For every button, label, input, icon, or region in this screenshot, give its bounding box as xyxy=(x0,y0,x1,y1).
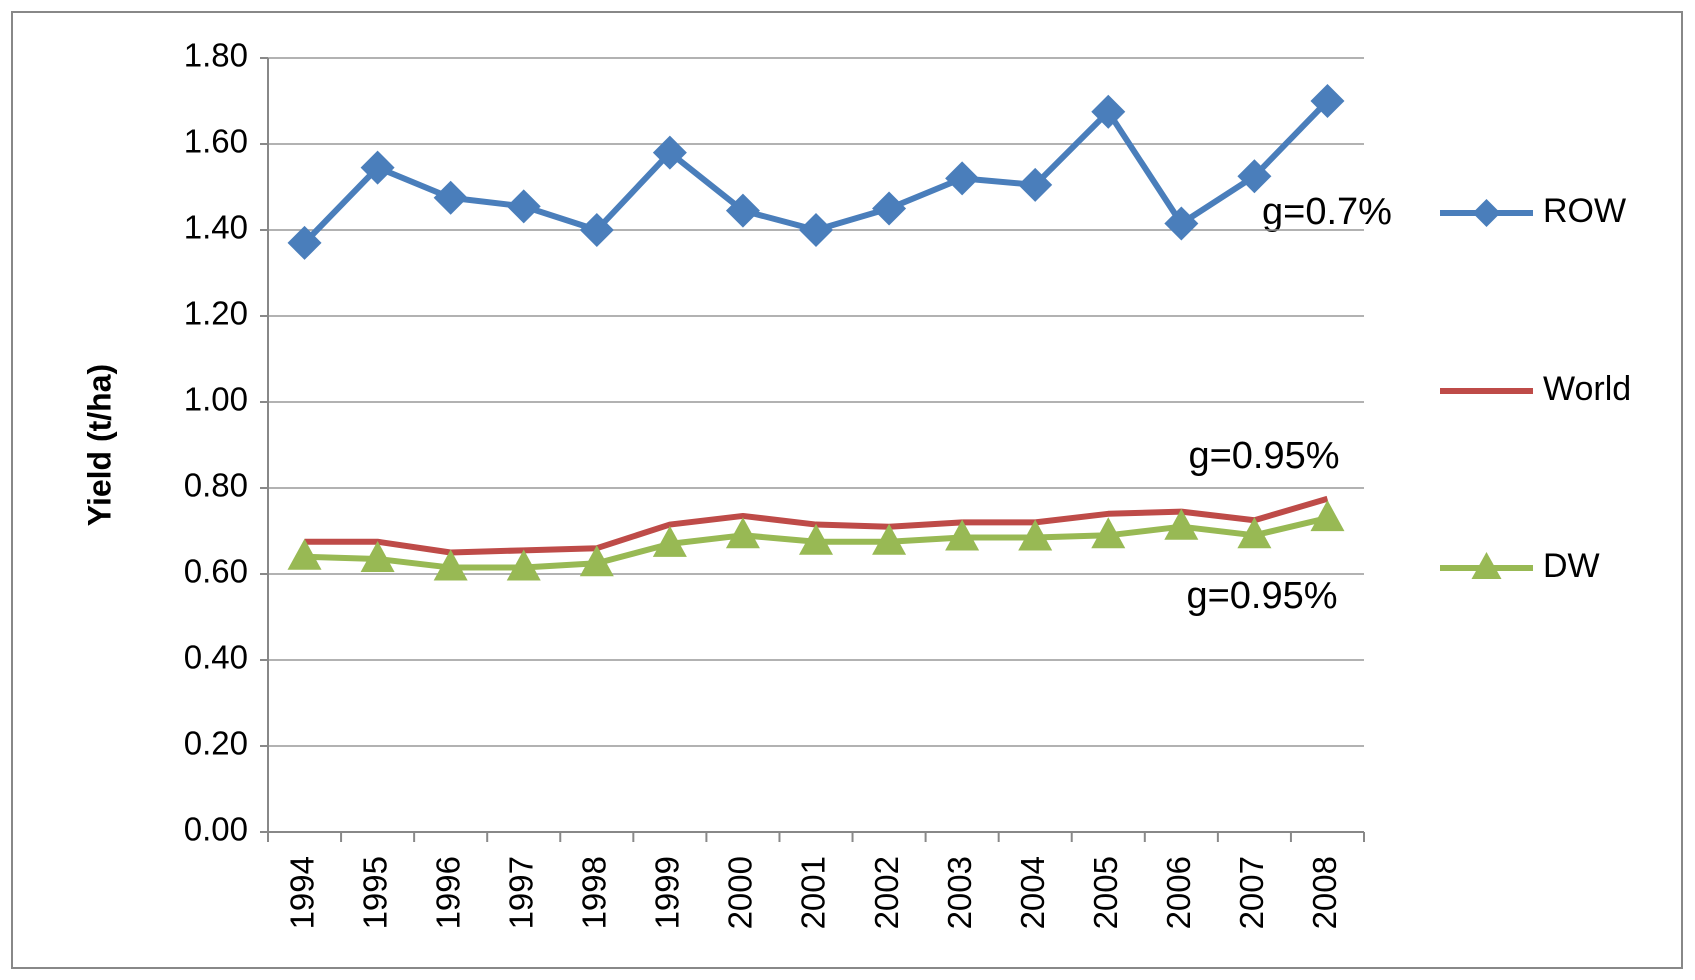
data-point xyxy=(1018,167,1053,202)
data-point xyxy=(945,519,980,551)
y-tick-label: 0.60 xyxy=(184,553,248,590)
data-point xyxy=(433,180,468,215)
x-tick-label: 1998 xyxy=(576,856,613,929)
y-axis-title: Yield (t/ha) xyxy=(81,364,117,526)
data-point xyxy=(1237,159,1272,194)
y-tick-label: 1.80 xyxy=(184,37,248,74)
x-tick-label: 1994 xyxy=(283,856,320,929)
data-point xyxy=(360,540,395,572)
data-point xyxy=(725,193,760,228)
y-tick-label: 0.40 xyxy=(184,639,248,676)
x-tick-label: 1995 xyxy=(356,856,393,929)
data-point xyxy=(799,213,833,247)
x-tick-label: 2004 xyxy=(1014,856,1051,929)
data-point xyxy=(433,549,468,581)
x-tick-label: 2000 xyxy=(722,856,759,929)
annotation: g=0.95% xyxy=(1188,435,1339,477)
data-point xyxy=(287,225,322,260)
y-tick-label: 1.40 xyxy=(184,209,248,246)
data-point xyxy=(1310,84,1345,118)
data-point xyxy=(579,213,614,247)
data-point xyxy=(506,549,541,581)
annotation: g=0.95% xyxy=(1186,575,1337,617)
y-tick-label: 1.60 xyxy=(184,123,248,160)
legend-marker xyxy=(1472,199,1501,227)
data-point xyxy=(945,161,980,196)
data-point xyxy=(1164,508,1199,540)
x-tick-label: 2001 xyxy=(795,856,832,929)
data-point xyxy=(1091,94,1126,129)
x-tick-label: 2005 xyxy=(1087,856,1124,929)
x-tick-label: 2006 xyxy=(1160,856,1197,929)
data-point xyxy=(1164,206,1199,241)
data-point xyxy=(1237,517,1272,549)
data-point xyxy=(652,135,687,170)
data-point xyxy=(360,150,395,185)
y-tick-label: 0.80 xyxy=(184,467,248,504)
x-tick-label: 2008 xyxy=(1306,856,1343,929)
data-point xyxy=(1310,500,1345,532)
legend-label: DW xyxy=(1543,547,1600,585)
data-point xyxy=(652,525,687,557)
legend-label: ROW xyxy=(1543,192,1626,230)
y-tick-label: 1.00 xyxy=(184,381,248,418)
x-tick-label: 2002 xyxy=(868,856,905,929)
data-point xyxy=(799,523,833,555)
data-point xyxy=(287,538,322,570)
data-point xyxy=(725,517,760,549)
legend-label: World xyxy=(1543,370,1631,408)
y-tick-label: 1.20 xyxy=(184,295,248,332)
x-tick-label: 2007 xyxy=(1233,856,1270,929)
annotation: g=0.7% xyxy=(1262,191,1392,233)
data-point xyxy=(1091,517,1126,549)
data-point xyxy=(579,545,614,577)
x-tick-label: 1996 xyxy=(429,856,466,929)
x-tick-label: 1999 xyxy=(649,856,686,929)
chart-frame xyxy=(11,11,1683,969)
x-tick-label: 1997 xyxy=(502,856,539,929)
data-point xyxy=(872,191,907,226)
data-point xyxy=(506,189,541,224)
legend-marker xyxy=(1471,552,1502,579)
x-tick-label: 2003 xyxy=(941,856,978,929)
data-point xyxy=(872,523,907,555)
y-tick-label: 0.00 xyxy=(184,811,248,848)
y-tick-label: 0.20 xyxy=(184,725,248,762)
data-point xyxy=(1018,519,1053,551)
